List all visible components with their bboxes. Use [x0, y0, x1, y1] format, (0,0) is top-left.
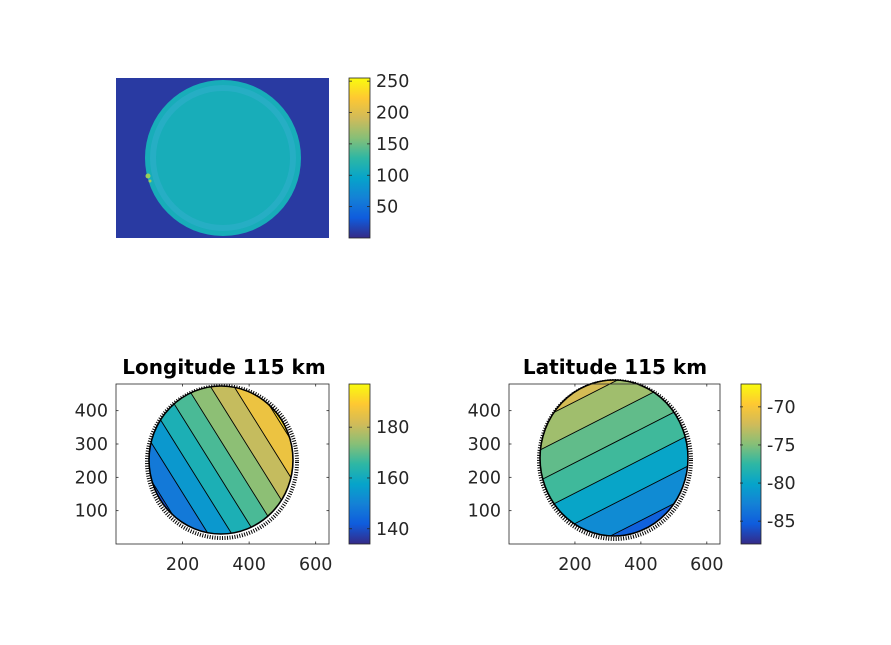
y-tick-label: 400 [75, 402, 108, 422]
latitude-contour [540, 380, 688, 462]
colorbar-frame [740, 383, 762, 545]
longitude-band [189, 386, 293, 534]
colorbar-tick-label: 150 [376, 135, 409, 155]
disk-edge [537, 379, 693, 541]
x-tick-label: 200 [558, 555, 591, 575]
y-tick-label: 300 [75, 435, 108, 455]
x-tick-label: 600 [690, 555, 723, 575]
colorbar-tick-label: -75 [767, 436, 796, 456]
longitude-band [149, 386, 254, 534]
disk-outline [539, 379, 689, 537]
colorbar-tick-label: -80 [767, 474, 796, 494]
colorbar-tick-label: 160 [376, 469, 409, 489]
image-disk [145, 80, 301, 236]
x-tick-label: 400 [624, 555, 657, 575]
disk-outline [148, 385, 294, 535]
x-ticks: 200 400 600 [558, 384, 724, 575]
longitude-plot: 200 400 600 100 200 300 400 [75, 383, 332, 575]
colorbar-frame [348, 383, 371, 545]
latitude-colorbar: -70 -75 -80 -85 [740, 383, 796, 545]
colorbar-tick-label: -85 [767, 512, 796, 532]
colorbar-ticks: 50 100 150 200 250 [349, 72, 409, 218]
image-colorbar: 50 100 150 200 250 [348, 72, 409, 239]
longitude-band [172, 386, 293, 534]
colorbar-tick-label: 50 [376, 198, 398, 218]
colorbar-gradient [349, 78, 370, 238]
latitude-contour [540, 381, 688, 510]
longitude-contour [149, 386, 237, 534]
image-panel [116, 78, 329, 238]
longitude-contour [149, 386, 254, 534]
longitude-contour [205, 386, 293, 534]
longitude-title: Longitude 115 km [122, 355, 325, 379]
colorbar-ticks: -70 -75 -80 -85 [740, 398, 796, 532]
colorbar-tick-label: -70 [767, 398, 796, 418]
y-ticks: 100 200 300 400 [75, 402, 329, 522]
colorbar-ticks: 140 160 180 [349, 418, 409, 540]
colorbar-tick-label: 250 [376, 72, 409, 92]
latitude-title: Latitude 115 km [523, 355, 707, 379]
longitude-contour [188, 386, 293, 534]
colorbar-tick-label: 140 [376, 520, 409, 540]
image-bright-spot [145, 173, 151, 179]
x-tick-label: 200 [166, 555, 199, 575]
latitude-contour [540, 454, 688, 536]
colorbar-tick-label: 100 [376, 166, 409, 186]
image-disk-texture [150, 85, 296, 231]
latitude-contour [540, 430, 688, 536]
longitude-contour [171, 386, 293, 534]
colorbar-gradient [349, 384, 370, 544]
y-tick-label: 100 [468, 502, 501, 522]
colorbar-gradient [741, 384, 761, 544]
axes-frame [508, 383, 721, 545]
longitude-colorbar: 140 160 180 [348, 383, 409, 545]
axes-frame [115, 383, 330, 545]
latitude-contour [540, 406, 688, 535]
colorbar-tick-label: 180 [376, 418, 409, 438]
x-tick-label: 400 [232, 555, 265, 575]
x-tick-label: 600 [299, 555, 332, 575]
longitude-band [149, 386, 271, 534]
latitude-band [540, 380, 688, 487]
y-tick-label: 100 [75, 502, 108, 522]
y-tick-label: 200 [468, 468, 501, 488]
latitude-contour [540, 380, 688, 486]
latitude-band [540, 430, 688, 536]
colorbar-frame [348, 77, 371, 239]
longitude-contour [149, 386, 271, 534]
y-tick-label: 200 [75, 468, 108, 488]
image-bright-spot [148, 179, 152, 183]
colorbar-tick-label: 200 [376, 104, 409, 124]
latitude-plot: 200 400 600 100 200 300 400 [468, 379, 724, 575]
y-tick-label: 300 [468, 435, 501, 455]
y-ticks: 100 200 300 400 [468, 402, 720, 522]
x-ticks: 200 400 600 [166, 384, 332, 575]
y-tick-label: 400 [468, 402, 501, 422]
